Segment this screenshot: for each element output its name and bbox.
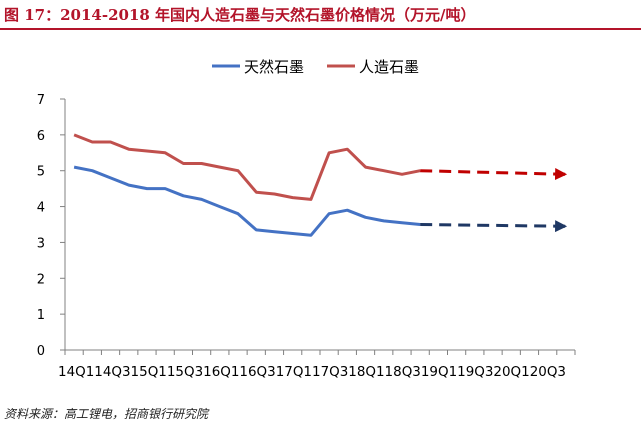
legend-label-natural: 天然石墨	[244, 58, 304, 76]
y-tick-label: 7	[37, 93, 45, 108]
plot-area	[73, 133, 568, 237]
x-tick-label: 19Q3	[457, 365, 493, 380]
x-tick-label: 18Q3	[385, 365, 421, 380]
x-tick-label: 19Q1	[421, 365, 457, 380]
y-tick-label: 2	[37, 272, 45, 287]
x-tick-label: 18Q1	[348, 365, 384, 380]
y-tick-label: 4	[37, 201, 45, 216]
x-tick-label: 17Q1	[276, 365, 312, 380]
x-tick-label: 16Q1	[203, 365, 239, 380]
y-axis: 0 1 2 3 4 5 6 7	[37, 93, 66, 359]
legend-label-artificial: 人造石墨	[359, 58, 419, 76]
x-tick-label: 16Q3	[239, 365, 275, 380]
title-rule	[0, 28, 641, 30]
y-tick-label: 1	[37, 308, 45, 323]
y-tick-label: 0	[37, 344, 45, 359]
legend: 天然石墨 人造石墨	[212, 58, 419, 76]
x-tick-label: 14Q3	[94, 365, 130, 380]
forecast-arrow-artificial-graphite	[420, 168, 568, 181]
forecast-arrow-natural-graphite	[420, 220, 568, 233]
x-tick-label: 15Q3	[167, 365, 203, 380]
x-tick-label: 20Q3	[530, 365, 566, 380]
y-tick-label: 3	[37, 236, 45, 251]
series-line-artificial-graphite	[73, 133, 421, 201]
series-line-natural-graphite	[73, 165, 421, 237]
source-note: 资料来源：高工锂电，招商银行研究院	[4, 407, 209, 421]
x-tick-label: 15Q1	[131, 365, 167, 380]
figure-title: 图 17：2014-2018 年国内人造石墨与天然石墨价格情况（万元/吨）	[4, 6, 476, 24]
x-tick-label: 20Q1	[493, 365, 529, 380]
y-tick-label: 6	[37, 129, 45, 144]
y-tick-label: 5	[37, 165, 45, 180]
x-tick-label: 14Q1	[58, 365, 94, 380]
x-tick-label: 17Q3	[312, 365, 348, 380]
x-axis: 14Q1 14Q3 15Q1 15Q3 16Q1 16Q3 17Q1 17Q3 18Q1 18Q3…	[58, 349, 576, 380]
